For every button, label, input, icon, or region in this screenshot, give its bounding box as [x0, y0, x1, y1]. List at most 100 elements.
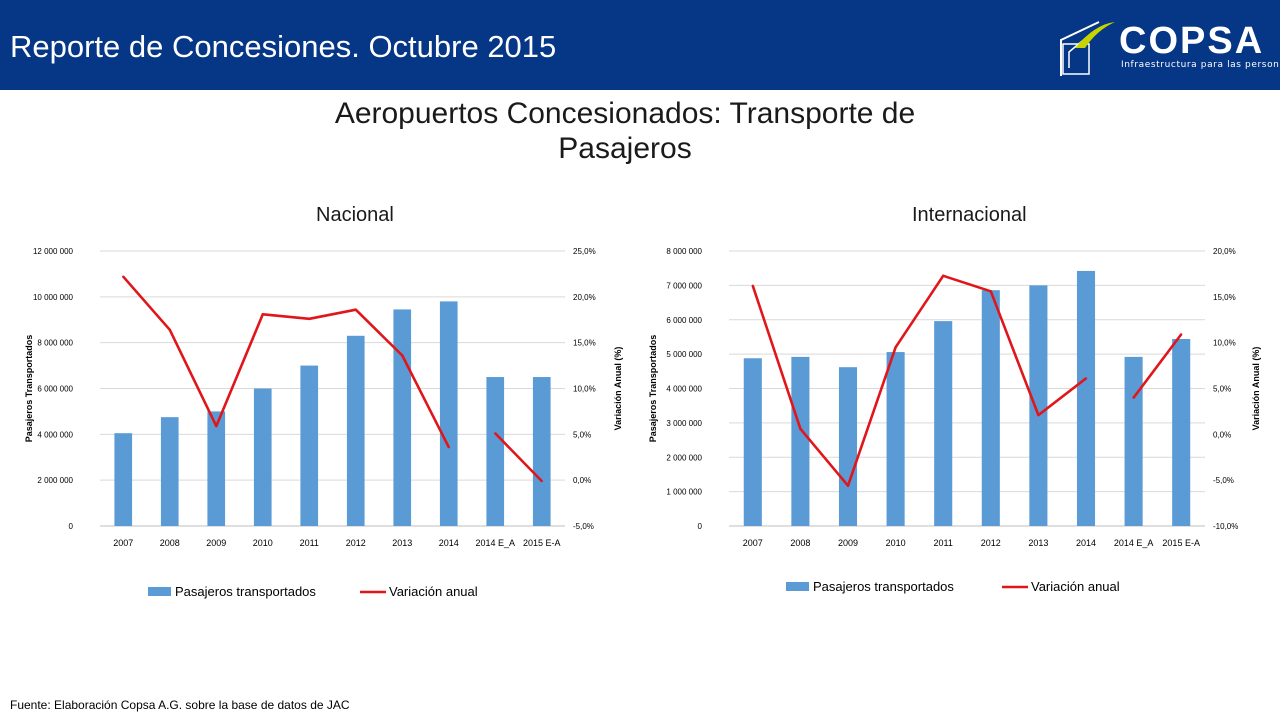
y-tick-label: 12 000 000	[33, 247, 74, 256]
y-tick-label: 4 000 000	[666, 385, 702, 394]
x-tick-label: 2009	[206, 538, 226, 548]
variacion-point	[799, 427, 802, 431]
y2-tick-label: 5,0%	[1213, 385, 1231, 394]
legend-bar-swatch	[786, 582, 809, 591]
header-bar: Reporte de Concesiones. Octubre 2015 COP…	[0, 0, 1280, 90]
x-tick-label: 2007	[743, 538, 763, 548]
x-tick-label: 2010	[253, 538, 273, 548]
y-tick-label: 2 000 000	[37, 476, 73, 485]
variacion-point	[494, 432, 497, 435]
report-title: Reporte de Concesiones. Octubre 2015	[10, 29, 557, 64]
variacion-point	[168, 328, 171, 332]
x-tick-label: 2007	[113, 538, 133, 548]
chart-nacional: 0 2 000 000 4 000 000 6 000 000 8 000 000 10 …	[24, 247, 623, 599]
y-tick-label: 6 000 000	[37, 385, 73, 394]
y2-tick-label: -5,0%	[1213, 476, 1234, 485]
variacion-point	[261, 313, 264, 316]
variacion-point	[215, 424, 218, 428]
y-tick-label: 8 000 000	[37, 339, 73, 348]
bar-pasajeros	[207, 411, 226, 526]
bar-pasajeros	[1076, 270, 1096, 526]
page-title-line-2: Pasajeros	[558, 132, 692, 165]
y2-tick-label: 10,0%	[573, 385, 596, 394]
x-tick-label: 2015 E-A	[1162, 538, 1200, 548]
y-tick-label: 2 000 000	[666, 453, 702, 462]
y2-tick-label: -5,0%	[573, 522, 594, 531]
bar-pasajeros	[439, 301, 458, 526]
x-tick-label: 2015 E-A	[523, 538, 561, 548]
variacion-point	[401, 354, 404, 357]
page-title-line-1: Aeropuertos Concesionados: Transporte de	[334, 97, 916, 130]
variacion-point	[751, 284, 754, 288]
x-tick-label: 2014	[439, 538, 459, 548]
bar-pasajeros	[838, 367, 858, 526]
x-tick-label: 2012	[346, 538, 366, 548]
logo-tagline: Infraestructura para las personas	[1121, 60, 1280, 70]
x-tick-label: 2011	[300, 538, 319, 548]
variacion-point	[1180, 333, 1183, 336]
y2-tick-label: 5,0%	[573, 430, 591, 439]
variacion-point	[308, 317, 311, 321]
y2-tick-label: 10,0%	[1213, 339, 1236, 348]
copsa-logo: COPSA Infraestructura para las personas	[1055, 18, 1280, 78]
variacion-line	[494, 432, 543, 483]
variacion-point	[989, 290, 992, 293]
x-tick-label: 2010	[886, 538, 906, 548]
x-tick-label: 2008	[790, 538, 810, 548]
y-tick-label: 5 000 000	[666, 350, 702, 359]
variacion-point	[1132, 396, 1135, 399]
bar-pasajeros	[346, 335, 365, 526]
chart-title-nacional: Nacional	[316, 204, 394, 226]
page-title: Aeropuertos Concesionados: Transporte de…	[240, 96, 1010, 166]
bar-pasajeros	[1029, 285, 1048, 526]
bar-pasajeros	[532, 377, 551, 526]
y2-axis-title: Variación Anual (%)	[613, 347, 623, 431]
y2-tick-label: -10,0%	[1213, 522, 1238, 531]
y2-tick-label: 20,0%	[1213, 247, 1236, 256]
x-tick-label: 2014 E_A	[475, 538, 515, 548]
bar-pasajeros	[393, 309, 412, 526]
bar-pasajeros	[300, 365, 319, 526]
variacion-point	[540, 479, 543, 483]
y-tick-label: 4 000 000	[37, 430, 73, 439]
x-tick-label: 2013	[1028, 538, 1048, 548]
variacion-point	[894, 346, 897, 349]
copsa-logo-mark	[1060, 21, 1115, 76]
variacion-point	[1037, 413, 1040, 417]
y-tick-label: 1 000 000	[666, 488, 702, 497]
variacion-line	[751, 274, 1087, 487]
chart-internacional: 0 1 000 000 2 000 000 3 000 000 4 000 000 5 0…	[648, 247, 1261, 594]
legend-bar-swatch	[148, 587, 171, 596]
variacion-point	[122, 275, 125, 278]
x-tick-label: 2008	[160, 538, 180, 548]
bar-pasajeros	[886, 352, 905, 526]
y2-axis-title: Variación Anual (%)	[1251, 347, 1261, 431]
x-tick-label: 2011	[934, 538, 953, 548]
bar-pasajeros	[934, 321, 953, 526]
variacion-point	[354, 308, 357, 311]
y-tick-label: 8 000 000	[666, 247, 702, 256]
y-tick-label: 0	[698, 522, 703, 531]
variacion-point	[846, 484, 850, 487]
bar-pasajeros	[160, 417, 179, 526]
x-tick-label: 2013	[392, 538, 412, 548]
source-note: Fuente: Elaboración Copsa A.G. sobre la …	[10, 698, 350, 712]
y2-tick-label: 20,0%	[573, 293, 596, 302]
legend-bar-label: Pasajeros transportados	[813, 579, 954, 594]
y2-tick-label: 0,0%	[1213, 430, 1231, 439]
legend-bar-label: Pasajeros transportados	[175, 584, 316, 599]
logo-wordmark: COPSA	[1119, 20, 1265, 62]
x-tick-label: 2014	[1076, 538, 1096, 548]
bar-pasajeros	[743, 358, 762, 526]
bar-pasajeros	[486, 377, 505, 526]
y-axis-title: Pasajeros Transportados	[648, 335, 658, 443]
bar-pasajeros	[981, 290, 1000, 526]
legend-line-label: Variación anual	[1031, 579, 1120, 594]
variacion-point	[447, 445, 450, 449]
y2-tick-label: 25,0%	[573, 247, 596, 256]
y-tick-label: 6 000 000	[666, 316, 702, 325]
variacion-line	[1132, 333, 1183, 399]
bar-pasajeros	[1124, 356, 1143, 526]
y2-tick-label: 15,0%	[1213, 293, 1236, 302]
y2-tick-label: 15,0%	[573, 339, 596, 348]
